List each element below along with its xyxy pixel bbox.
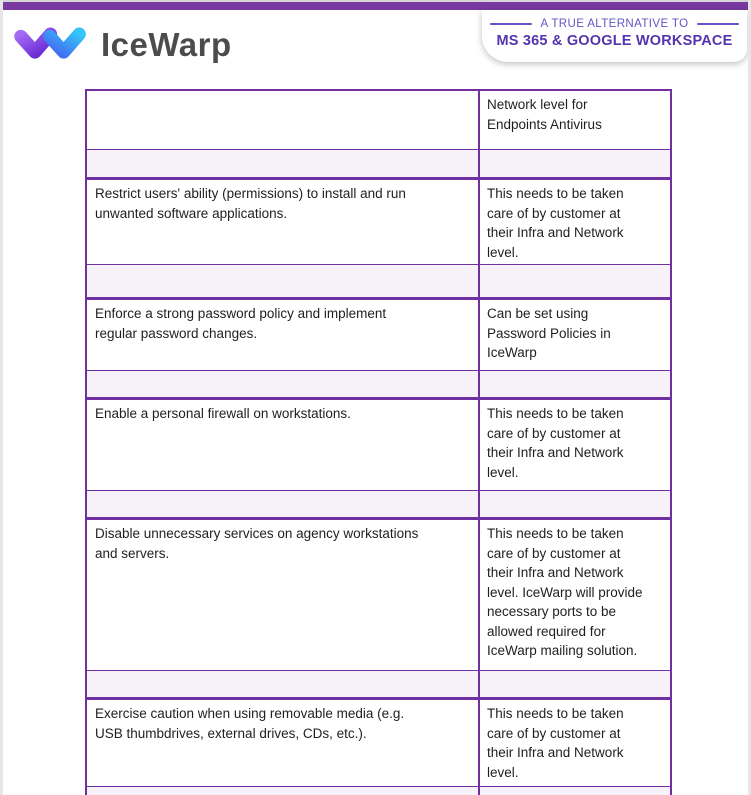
recommendation-cell	[87, 91, 480, 149]
spacer-right-cell	[480, 150, 670, 177]
table-row: Enforce a strong password policy and imp…	[87, 300, 670, 371]
table-row: Disable unnecessary services on agency w…	[87, 520, 670, 671]
spacer-left-cell	[87, 671, 480, 697]
recommendation-cell: Disable unnecessary services on agency w…	[87, 520, 480, 670]
dash-line-left	[489, 23, 532, 25]
recommendation-cell: Restrict users' ability (permissions) to…	[87, 180, 480, 264]
badge-tagline: A TRUE ALTERNATIVE TO	[540, 18, 689, 30]
response-cell: Network level for Endpoints Antivirus	[487, 97, 602, 132]
icewarp-logo-text: IceWarp	[101, 26, 232, 63]
table-spacer-row	[87, 265, 670, 300]
window-left-edge	[0, 0, 3, 795]
icewarp-logo-icon	[14, 27, 86, 59]
table-spacer-row	[87, 150, 670, 180]
spacer-left-cell	[87, 150, 480, 177]
window-top-edge	[0, 0, 751, 2]
table-row: Restrict users' ability (permissions) to…	[87, 180, 670, 265]
spacer-right-cell	[480, 671, 670, 697]
table-row: Network level for Endpoints Antivirus	[87, 91, 670, 150]
spacer-left-cell	[87, 787, 480, 795]
response-cell: This needs to be taken care of by custom…	[487, 186, 624, 260]
recommendation-cell: Enforce a strong password policy and imp…	[87, 300, 480, 370]
page-header: IceWarp A TRUE ALTERNATIVE TO MS 365 & G…	[0, 10, 751, 89]
response-cell: This needs to be taken care of by custom…	[487, 406, 624, 480]
icewarp-logo: IceWarp	[13, 24, 232, 66]
response-cell: This needs to be taken care of by custom…	[487, 706, 624, 780]
alternative-badge: A TRUE ALTERNATIVE TO MS 365 & GOOGLE WO…	[482, 10, 747, 62]
recommendation-cell: Enable a personal firewall on workstatio…	[87, 400, 480, 490]
top-accent-bar	[0, 2, 751, 10]
table-spacer-row	[87, 491, 670, 520]
badge-tagline-row: A TRUE ALTERNATIVE TO	[489, 18, 740, 30]
spacer-left-cell	[87, 371, 480, 397]
spacer-left-cell	[87, 265, 480, 297]
table-spacer-row	[87, 787, 670, 795]
spacer-right-cell	[480, 265, 670, 297]
table-spacer-row	[87, 671, 670, 700]
table-row: Enable a personal firewall on workstatio…	[87, 400, 670, 491]
spacer-right-cell	[480, 787, 670, 795]
dash-line-right	[697, 23, 740, 25]
spacer-right-cell	[480, 371, 670, 397]
response-cell: This needs to be taken care of by custom…	[487, 526, 643, 658]
comparison-table: Network level for Endpoints Antivirus Re…	[85, 89, 672, 795]
table-row: Exercise caution when using removable me…	[87, 700, 670, 787]
response-cell: Can be set using Password Policies in Ic…	[487, 306, 611, 360]
badge-product-names: MS 365 & GOOGLE WORKSPACE	[496, 33, 733, 49]
table-spacer-row	[87, 371, 670, 400]
window-right-edge	[748, 0, 751, 795]
spacer-right-cell	[480, 491, 670, 517]
recommendation-cell: Exercise caution when using removable me…	[87, 700, 480, 786]
spacer-left-cell	[87, 491, 480, 517]
